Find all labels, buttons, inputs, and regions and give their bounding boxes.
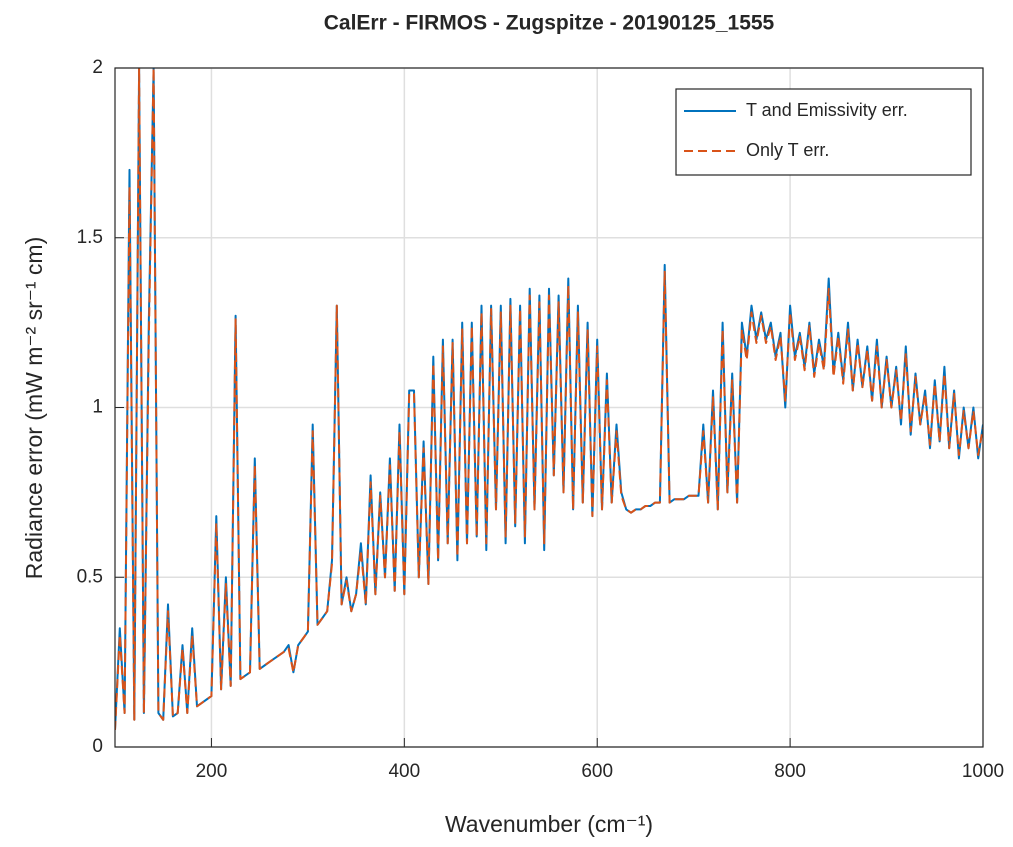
x-axis-label: Wavenumber (cm⁻¹) bbox=[445, 811, 653, 837]
legend-box bbox=[675, 88, 972, 176]
legend-label: T and Emissivity err. bbox=[746, 100, 908, 120]
y-tick-label: 2 bbox=[92, 57, 103, 78]
chart-title: CalErr - FIRMOS - Zugspitze - 20190125_1… bbox=[324, 12, 775, 35]
y-tick-label: 0 bbox=[92, 736, 103, 757]
x-tick-label: 800 bbox=[774, 761, 806, 782]
x-tick-label: 1000 bbox=[962, 761, 1004, 782]
x-tick-label: 600 bbox=[581, 761, 613, 782]
x-tick-label: 400 bbox=[388, 761, 420, 782]
y-axis-label: Radiance error (mW m⁻² sr⁻¹ cm) bbox=[21, 237, 47, 579]
x-tick-label: 200 bbox=[196, 761, 228, 782]
series-line bbox=[115, 68, 983, 731]
y-tick-label: 0.5 bbox=[77, 566, 103, 587]
y-tick-label: 1 bbox=[92, 397, 103, 418]
legend-label: Only T err. bbox=[746, 140, 829, 160]
y-tick-label: 1.5 bbox=[77, 227, 103, 248]
axes-box bbox=[114, 67, 984, 748]
